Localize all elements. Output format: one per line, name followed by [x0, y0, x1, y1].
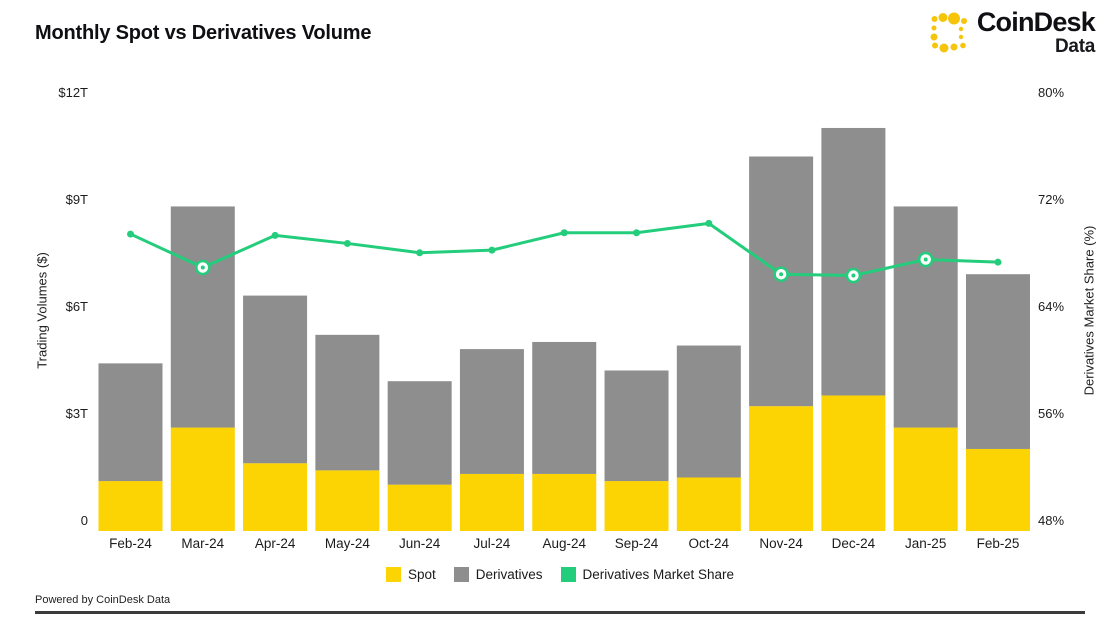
spot-bar-segment — [604, 481, 669, 531]
page-title: Monthly Spot vs Derivatives Volume — [35, 22, 372, 44]
spot-bar-segment — [893, 427, 958, 531]
spot-bar-segment — [315, 470, 380, 531]
legend-swatch-icon — [453, 567, 469, 582]
legend-label: Spot — [407, 567, 436, 582]
spot-bar-segment — [459, 473, 524, 531]
left-axis-tick-label: $6T — [65, 299, 88, 314]
legend-swatch-icon — [385, 567, 401, 582]
spot-bar-segment — [387, 484, 452, 531]
right-axis-tick-label: 48% — [1038, 513, 1065, 528]
derivatives-bar-segment — [893, 206, 958, 428]
spot-bar-segment — [532, 473, 597, 531]
market-share-point — [705, 219, 713, 227]
market-share-point — [488, 246, 496, 254]
x-axis-label: Aug-24 — [542, 536, 586, 551]
left-axis-tick-label: 0 — [80, 513, 88, 528]
market-share-point-ring-center — [200, 265, 205, 270]
legend-item: Derivatives Market Share — [560, 567, 735, 582]
market-share-point-ring-center — [779, 272, 784, 277]
x-axis-label: Feb-24 — [109, 536, 152, 551]
spot-bar-segment — [821, 395, 886, 531]
right-axis-tick-label: 64% — [1038, 299, 1065, 314]
spot-bar-segment — [170, 427, 235, 531]
x-axis-label: Apr-24 — [254, 536, 296, 551]
spot-bar-segment — [965, 448, 1030, 531]
derivatives-bar-segment — [532, 341, 597, 474]
market-share-point — [560, 229, 568, 237]
legend-item: Derivatives — [453, 567, 543, 582]
derivatives-bar-segment — [676, 345, 741, 478]
market-share-point — [271, 231, 279, 239]
x-axis-label: Jun-24 — [399, 536, 441, 551]
derivatives-bar-segment — [965, 274, 1030, 449]
x-axis-label: Feb-25 — [976, 536, 1020, 551]
spot-bar-segment — [676, 477, 741, 531]
x-axis-label: May-24 — [324, 536, 370, 551]
legend-label: Derivatives Market Share — [582, 567, 735, 582]
market-share-point — [994, 258, 1002, 266]
derivatives-bar-segment — [459, 349, 524, 474]
market-share-point-ring-center — [851, 273, 856, 278]
spot-bar-segment — [98, 481, 163, 531]
spot-bar-segment — [749, 406, 814, 531]
legend-item: Spot — [385, 567, 436, 582]
footer-credit: Powered by CoinDesk Data — [35, 594, 171, 606]
x-axis-label: Jan-25 — [905, 536, 947, 551]
derivatives-bar-segment — [98, 363, 163, 482]
x-axis-label: Jul-24 — [473, 536, 511, 551]
left-axis-tick-label: $12T — [58, 85, 88, 100]
spot-bar-segment — [243, 463, 308, 531]
coindesk-data-logo: CoinDesk Data — [929, 7, 1096, 58]
legend-label: Derivatives — [475, 567, 543, 582]
market-share-point — [633, 229, 641, 237]
derivatives-bar-segment — [604, 370, 669, 482]
market-share-point — [343, 239, 351, 247]
brand-name: CoinDesk — [976, 7, 1096, 37]
derivatives-bar-segment — [315, 334, 380, 471]
derivatives-bar-segment — [821, 127, 886, 396]
market-share-point — [416, 249, 424, 257]
left-axis-tick-label: $9T — [65, 192, 88, 207]
brand-text: CoinDesk Data — [976, 7, 1096, 58]
market-share-point — [127, 230, 134, 238]
legend-swatch-icon — [560, 567, 576, 582]
x-axis-label: Oct-24 — [688, 536, 730, 551]
footer-divider — [35, 611, 1085, 614]
x-axis-label: Mar-24 — [181, 536, 225, 551]
x-axis-label: Nov-24 — [759, 536, 803, 551]
right-axis-tick-label: 56% — [1038, 406, 1065, 421]
brand-sub: Data — [1055, 35, 1095, 57]
left-axis-tick-label: $3T — [65, 406, 88, 421]
market-share-point-ring-center — [923, 257, 928, 262]
coindesk-dots-icon — [930, 12, 967, 53]
x-axis-label: Dec-24 — [831, 536, 876, 551]
right-axis-tick-label: 72% — [1038, 192, 1065, 207]
x-axis-label: Sep-24 — [614, 536, 659, 551]
derivatives-bar-segment — [243, 295, 308, 464]
right-axis-tick-label: 80% — [1038, 85, 1065, 100]
derivatives-bar-segment — [170, 206, 235, 428]
derivatives-bar-segment — [387, 381, 452, 485]
chart-legend: Spot Derivatives Derivatives Market Share — [0, 567, 1120, 582]
